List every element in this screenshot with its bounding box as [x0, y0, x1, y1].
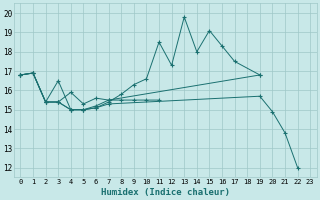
X-axis label: Humidex (Indice chaleur): Humidex (Indice chaleur) — [101, 188, 230, 197]
